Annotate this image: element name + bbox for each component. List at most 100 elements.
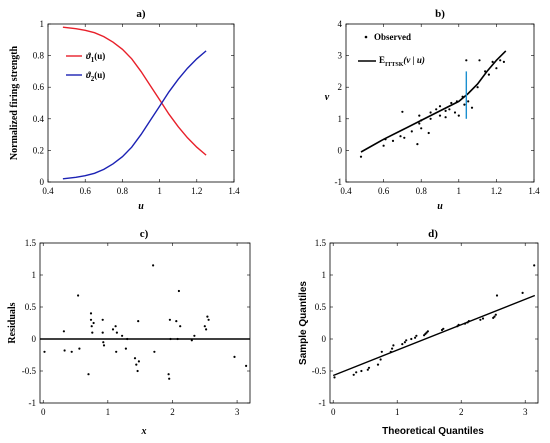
panel-c-xlabel: x	[141, 426, 147, 437]
legend-theta2-main: ϑ	[86, 70, 92, 80]
quantile-point	[380, 350, 383, 353]
residual-point	[89, 318, 93, 321]
y-tick-label: 1	[32, 270, 37, 280]
x-tick-label: 3	[523, 407, 528, 417]
y-tick-label: 1.5	[25, 238, 37, 248]
x-tick-label: 1	[106, 407, 111, 417]
panel-c-title: c)	[140, 228, 149, 240]
x-tick-label: 0.4	[340, 186, 352, 196]
quantile-point	[401, 343, 404, 346]
y-tick-label: 0	[338, 145, 343, 155]
quantile-point	[414, 336, 417, 339]
panel-a: a) 0.4 0.6 0.8 1 1.2 1.4 0 0.2 0.4 0.6 0.8 1 ϑ1(u) …	[9, 8, 240, 212]
x-tick-label: 0.6	[378, 186, 390, 196]
y-tick-label: 0.6	[33, 82, 45, 92]
quantile-point	[481, 317, 485, 320]
quantile-point	[521, 291, 524, 294]
quantile-point	[366, 368, 369, 371]
panel-a-title: a)	[136, 8, 146, 20]
panel-d-plot	[332, 264, 536, 379]
panel-b-plot	[359, 50, 507, 158]
x-tick-label: 1.2	[191, 186, 202, 196]
observed-point	[491, 60, 494, 64]
quantile-point	[355, 371, 358, 374]
panel-d-ylabel: Sample Quantiles	[298, 281, 309, 365]
quantile-point	[360, 369, 363, 373]
quantile-point	[493, 315, 496, 318]
legend-label-theta1: ϑ1(u)	[86, 51, 105, 64]
residual-point	[126, 337, 129, 341]
residual-point	[102, 344, 106, 347]
y-tick-label: 1	[40, 19, 45, 29]
residual-point	[137, 320, 140, 323]
panel-b-ticks: 0.4 0.6 0.8 1 1.2 1.4 -1 0 1 2 3 4	[335, 19, 541, 196]
x-tick-label: 3	[235, 407, 240, 417]
legend-label-fit: EITTSK(v | u)	[379, 55, 425, 68]
y-tick-label: 4	[338, 19, 343, 29]
residual-point	[102, 341, 105, 344]
residual-point	[115, 350, 118, 353]
residual-point	[101, 318, 104, 321]
residual-point	[233, 355, 236, 358]
quantile-point	[495, 294, 499, 297]
legend-theta1-arg: (u)	[94, 51, 105, 61]
observed-point	[438, 105, 442, 108]
legend-theta2-sub: 2	[91, 75, 95, 83]
observed-point	[418, 122, 421, 125]
residual-point	[168, 318, 171, 321]
y-tick-label: 0	[32, 334, 37, 344]
observed-point	[444, 109, 447, 112]
residual-point	[115, 331, 118, 334]
panel-c-ylabel: Residuals	[7, 302, 18, 343]
observed-point	[502, 60, 505, 64]
quantile-point	[352, 373, 355, 376]
y-tick-label: 0.4	[33, 114, 45, 124]
observed-point	[403, 136, 406, 139]
observed-point	[391, 139, 395, 142]
quantile-point	[376, 363, 380, 366]
legend-fit-arg: (v | u)	[403, 55, 424, 65]
residual-point	[133, 357, 137, 360]
panel-a-ylabel: Normalized firing strength	[9, 45, 20, 160]
residual-point	[114, 325, 117, 328]
panel-b-xlabel: u	[437, 201, 443, 212]
y-tick-label: 1	[338, 114, 343, 124]
observed-point	[429, 117, 432, 120]
panel-c-plot	[40, 264, 250, 380]
x-tick-label: 0.8	[416, 186, 428, 196]
quantile-point	[333, 376, 336, 379]
residual-point	[91, 331, 94, 334]
y-tick-label: 0	[322, 334, 327, 344]
quantile-point	[391, 347, 394, 350]
residual-point	[175, 320, 178, 323]
residual-point	[135, 363, 138, 366]
residual-point	[152, 264, 155, 267]
panel-b: b) 0.4 0.6 0.8 1 1.2 1.4 -1 0 1 2 3 4 Observed EITT…	[325, 8, 540, 212]
residual-point	[77, 294, 80, 297]
observed-point	[444, 116, 447, 119]
observed-point	[499, 59, 502, 62]
observed-point	[476, 86, 479, 89]
residual-point	[92, 321, 95, 325]
x-tick-label: 0.8	[117, 186, 129, 196]
legend-fit-sub: ITTSK	[385, 62, 404, 68]
quantile-point	[403, 341, 406, 344]
panel-a-ticks: 0.4 0.6 0.8 1 1.2 1.4 0 0.2 0.4 0.6 0.8 1	[33, 19, 240, 196]
panel-d-frame	[329, 242, 539, 404]
panel-a-plot	[62, 26, 207, 180]
y-tick-label: -1	[319, 398, 327, 408]
observed-point	[465, 59, 468, 62]
panel-c: c) 0 1 2 3 -1 -0.5 0 0.5 1 1.5 x Residuals	[7, 228, 251, 437]
panel-d: d) 0 1 2 3 -1 -0.5 0 0.5 1 1.5 Theoretical Quanti…	[298, 228, 539, 437]
residual-point	[101, 331, 104, 334]
observed-point	[416, 143, 419, 146]
residual-point	[205, 328, 208, 331]
residual-point	[190, 339, 193, 342]
residual-point	[70, 350, 73, 353]
observed-point	[429, 111, 432, 114]
legend-theta1-main: ϑ	[86, 51, 92, 61]
observed-point	[427, 131, 430, 135]
legend-fit-main: E	[379, 55, 385, 65]
x-tick-label: 1.2	[491, 186, 502, 196]
